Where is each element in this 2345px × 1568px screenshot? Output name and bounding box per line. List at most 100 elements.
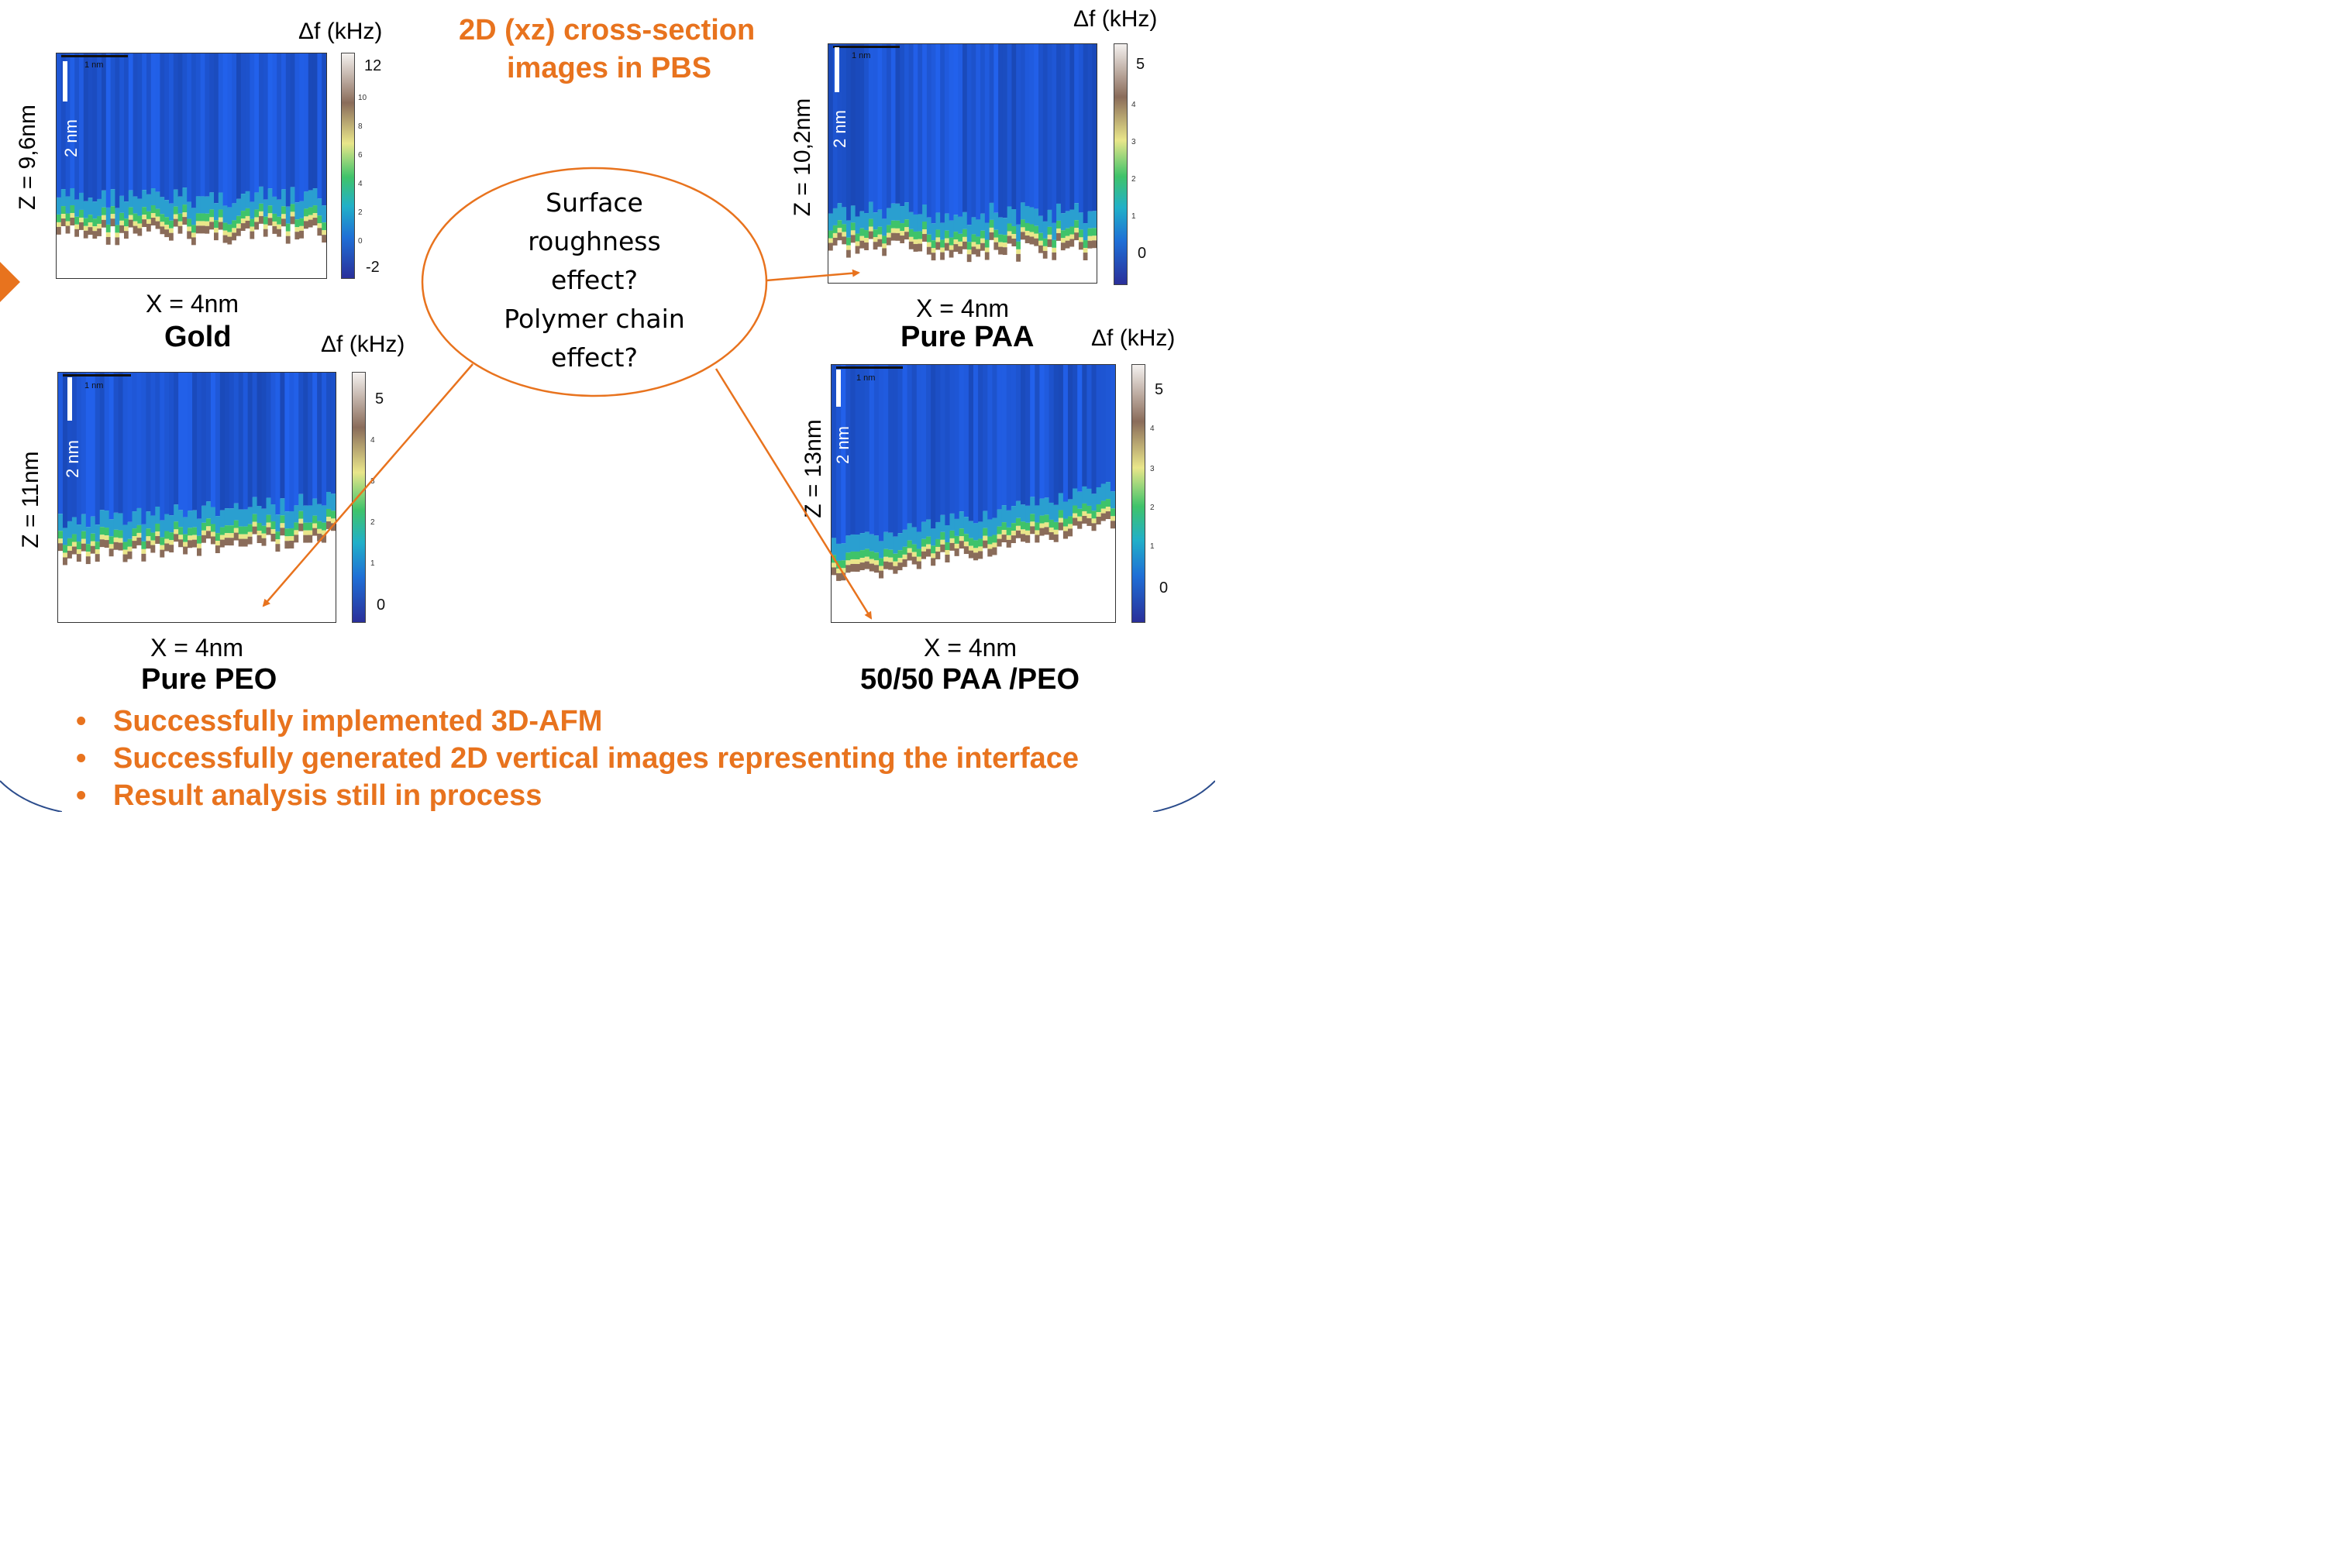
- heatmap-column-liquid: [1042, 44, 1049, 222]
- heatmap-column-green: [926, 536, 931, 545]
- heatmap-column-green: [128, 207, 134, 215]
- peo-heatmap-image: [58, 373, 336, 622]
- heatmap-column-transition: [124, 201, 129, 219]
- heatmap-column-surface: [252, 526, 258, 535]
- heatmap-column-transition: [303, 505, 308, 523]
- heatmap-column-liquid: [1058, 365, 1064, 493]
- heatmap-column-transition: [85, 527, 91, 545]
- heatmap-column-yellow: [92, 226, 98, 232]
- heatmap-column-transition: [277, 199, 282, 217]
- heatmap-column-liquid: [1087, 44, 1093, 211]
- heatmap-column-liquid: [312, 373, 318, 499]
- heatmap-column-solid: [1020, 239, 1026, 283]
- heatmap-column-transition: [160, 197, 165, 215]
- heatmap-column-yellow: [227, 232, 232, 237]
- conclusion-bullet: • Successfully implemented 3D-AFM: [76, 705, 602, 738]
- heatmap-column-liquid: [993, 44, 999, 213]
- heatmap-column-surface: [1053, 534, 1059, 542]
- heatmap-column-transition: [270, 504, 277, 522]
- heatmap-column-surface: [227, 236, 232, 245]
- heatmap-column-yellow: [953, 239, 959, 245]
- heatmap-column-yellow: [1024, 230, 1031, 236]
- heatmap-column-yellow: [897, 558, 904, 563]
- heatmap-column-green: [331, 511, 336, 519]
- heatmap-column-green: [888, 549, 894, 558]
- heatmap-column-surface: [992, 547, 998, 555]
- heatmap-column-green: [1077, 508, 1083, 517]
- heatmap-column-solid: [968, 558, 974, 622]
- heatmap-column-surface: [962, 241, 968, 249]
- heatmap-column-solid: [1083, 260, 1089, 283]
- heatmap-column-transition: [57, 197, 62, 215]
- heatmap-column-yellow: [1034, 233, 1039, 239]
- heatmap-column-transition: [1096, 487, 1102, 504]
- heatmap-column-transition: [285, 206, 291, 224]
- heatmap-column-transition: [83, 201, 89, 218]
- heatmap-column-transition: [236, 198, 242, 216]
- heatmap-column-surface: [150, 218, 157, 226]
- heatmap-column-liquid: [146, 53, 152, 194]
- heatmap-column-green: [85, 544, 91, 552]
- heatmap-column-surface: [331, 523, 336, 531]
- heatmap-column-transition: [60, 189, 67, 207]
- heatmap-column-green: [79, 209, 84, 218]
- heatmap-column-liquid: [232, 53, 237, 204]
- heatmap-column-yellow: [873, 237, 879, 242]
- heatmap-column-green: [289, 528, 294, 536]
- heatmap-column-yellow: [864, 238, 869, 243]
- heatmap-column-surface: [828, 242, 834, 251]
- heatmap-column-solid: [926, 556, 931, 622]
- heatmap-column-green: [169, 532, 174, 541]
- heatmap-column-liquid: [275, 373, 281, 515]
- heatmap-column-liquid: [178, 373, 184, 511]
- gold-cb-tick: 4: [358, 180, 363, 188]
- decorative-arc-right: [1153, 780, 1215, 812]
- heatmap-column-yellow: [1092, 236, 1097, 241]
- heatmap-column-yellow: [294, 227, 300, 232]
- heatmap-column-green: [250, 218, 255, 227]
- heatmap-column-surface: [911, 556, 918, 565]
- heatmap-column-transition: [1034, 208, 1039, 226]
- heatmap-column-green: [931, 545, 936, 554]
- heatmap-column-solid: [173, 226, 179, 278]
- heatmap-column-green: [1029, 224, 1035, 232]
- paa-cb-top: 5: [1136, 56, 1145, 73]
- heatmap-column-green: [290, 204, 295, 212]
- heatmap-column-yellow: [908, 236, 914, 242]
- heatmap-column-liquid: [215, 373, 221, 517]
- heatmap-column-yellow: [968, 545, 974, 551]
- heatmap-column-transition: [882, 218, 887, 236]
- heatmap-column-yellow: [954, 543, 960, 548]
- heatmap-column-green: [1007, 223, 1013, 232]
- paa-scalebar-h-label: 1 nm: [852, 51, 871, 60]
- heatmap-column-liquid: [259, 53, 264, 187]
- heatmap-column-liquid: [1034, 44, 1039, 209]
- conclusion-bullet: • Successfully generated 2D vertical imag…: [76, 742, 1079, 775]
- heatmap-column-liquid: [893, 365, 898, 537]
- heatmap-column-yellow: [868, 226, 874, 232]
- heatmap-column-green: [146, 211, 152, 219]
- heatmap-column-transition: [308, 190, 314, 208]
- heatmap-column-surface: [968, 550, 974, 559]
- heatmap-column-transition: [940, 222, 945, 240]
- heatmap-column-surface: [209, 222, 215, 230]
- heatmap-column-solid: [900, 243, 905, 283]
- heatmap-column-solid: [146, 548, 151, 622]
- heatmap-column-green: [201, 522, 207, 531]
- heatmap-column-green: [935, 229, 941, 238]
- heatmap-column-surface: [118, 542, 124, 551]
- heatmap-column-liquid: [1065, 44, 1070, 211]
- heatmap-column-green: [1065, 228, 1070, 236]
- heatmap-column-yellow: [962, 236, 968, 242]
- heatmap-column-liquid: [113, 373, 119, 513]
- heatmap-column-transition: [191, 208, 197, 225]
- heatmap-column-solid: [183, 554, 188, 622]
- heatmap-column-yellow: [155, 531, 160, 536]
- heatmap-column-green: [150, 205, 157, 214]
- heatmap-column-green: [832, 555, 837, 563]
- heatmap-column-liquid: [873, 365, 880, 536]
- heatmap-column-solid: [1068, 536, 1073, 622]
- heatmap-column-solid: [987, 556, 993, 622]
- heatmap-column-transition: [312, 188, 318, 206]
- heatmap-column-transition: [160, 520, 165, 538]
